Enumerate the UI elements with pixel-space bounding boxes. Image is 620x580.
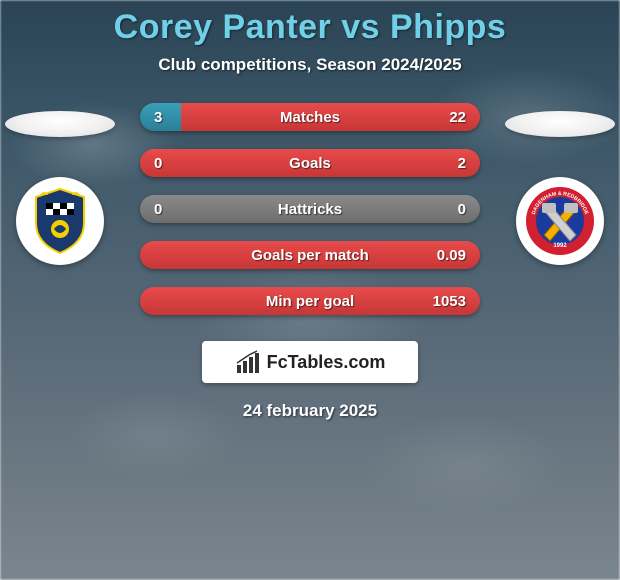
- stat-bars: 3 Matches 22 0 Goals 2 0 Hattricks 0 Goals per ma…: [140, 103, 480, 315]
- left-head-placeholder: [5, 111, 115, 137]
- dagenham-crest-icon: DAGENHAM & REDBRIDGE 1992: [524, 185, 596, 257]
- right-team-crest: DAGENHAM & REDBRIDGE 1992: [516, 177, 604, 265]
- right-player-column: DAGENHAM & REDBRIDGE 1992: [500, 103, 620, 265]
- stats-section: DAGENHAM & REDBRIDGE 1992 3 Matches 22 0 Goa…: [0, 103, 620, 315]
- stat-right-value: 2: [458, 155, 466, 172]
- stat-right-value: 22: [449, 109, 466, 126]
- bar-content: 0 Hattricks 0: [140, 195, 480, 223]
- stat-label: Hattricks: [278, 201, 342, 218]
- subtitle: Club competitions, Season 2024/2025: [158, 55, 461, 75]
- stat-left-value: 0: [154, 201, 162, 218]
- page-title: Corey Panter vs Phipps: [114, 8, 507, 47]
- date-label: 24 february 2025: [243, 401, 377, 421]
- stat-right-value: 0.09: [437, 247, 466, 264]
- stat-label: Matches: [280, 109, 340, 126]
- eastleigh-crest-icon: [24, 185, 96, 257]
- stat-bar: 0 Hattricks 0: [140, 195, 480, 223]
- bar-content: 0 Goals 2: [140, 149, 480, 177]
- stat-label: Goals per match: [251, 247, 369, 264]
- stat-bar: 0 Goals 2: [140, 149, 480, 177]
- bar-content: Goals per match 0.09: [140, 241, 480, 269]
- stat-left-value: 3: [154, 109, 162, 126]
- stat-left-value: 0: [154, 155, 162, 172]
- right-head-placeholder: [505, 111, 615, 137]
- stat-right-value: 1053: [433, 293, 466, 310]
- bar-content: Min per goal 1053: [140, 287, 480, 315]
- left-team-crest: [16, 177, 104, 265]
- infographic-container: Corey Panter vs Phipps Club competitions…: [0, 0, 620, 580]
- stat-label: Goals: [289, 155, 331, 172]
- stat-right-value: 0: [458, 201, 466, 218]
- brand-box: FcTables.com: [202, 341, 418, 383]
- stat-bar: Goals per match 0.09: [140, 241, 480, 269]
- left-player-column: [0, 103, 120, 265]
- stat-bar: Min per goal 1053: [140, 287, 480, 315]
- stat-bar: 3 Matches 22: [140, 103, 480, 131]
- stat-label: Min per goal: [266, 293, 354, 310]
- svg-text:1992: 1992: [553, 243, 567, 249]
- brand-text: FcTables.com: [267, 352, 386, 373]
- bar-chart-icon: [235, 349, 261, 375]
- bar-content: 3 Matches 22: [140, 103, 480, 131]
